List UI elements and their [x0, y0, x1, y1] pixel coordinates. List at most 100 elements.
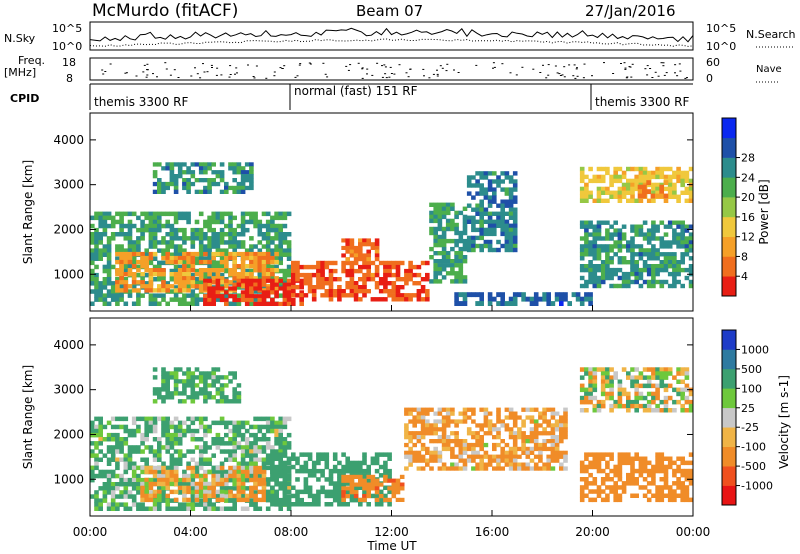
- heatmap-cell: [291, 464, 296, 470]
- heatmap-cell: [127, 232, 133, 237]
- heatmap-cell: [425, 427, 430, 432]
- heatmap-cell: [90, 236, 95, 241]
- heatmap-cell: [538, 296, 543, 302]
- heatmap-cell: [211, 181, 216, 187]
- heatmap-cell: [395, 297, 401, 302]
- heatmap-cell: [157, 227, 162, 233]
- heatmap-cell: [349, 460, 355, 466]
- heatmap-cell: [425, 462, 430, 467]
- heatmap-cell: [286, 256, 292, 261]
- heatmap-cell: [165, 432, 170, 438]
- heatmap-cell: [282, 445, 288, 450]
- heatmap-cell: [182, 227, 187, 233]
- heatmap-cell: [211, 290, 216, 295]
- heatmap-cell: [688, 403, 694, 409]
- heatmap-cell: [621, 481, 627, 486]
- heatmap-cell: [148, 260, 154, 266]
- heatmap-cell: [274, 449, 279, 454]
- heatmap-cell: [500, 219, 505, 224]
- heatmap-cell: [425, 450, 430, 455]
- heatmap-cell: [651, 252, 656, 257]
- heatmap-cell: [462, 446, 468, 452]
- heatmap-cell: [203, 294, 208, 299]
- heatmap-cell: [115, 248, 120, 253]
- heatmap-cell: [148, 251, 154, 257]
- heatmap-cell: [579, 178, 585, 184]
- heatmap-cell: [404, 427, 409, 432]
- heatmap-cell: [127, 461, 133, 466]
- heatmap-cell: [445, 442, 451, 448]
- heatmap-cell: [600, 267, 606, 273]
- heatmap-cell: [617, 267, 623, 273]
- heatmap-cell: [198, 227, 204, 233]
- heatmap-cell: [579, 464, 585, 470]
- heatmap-cell: [261, 259, 267, 265]
- heatmap-cell: [144, 268, 149, 273]
- heatmap-cell: [161, 371, 166, 376]
- heatmap-cell: [638, 170, 644, 176]
- heatmap-cell: [651, 170, 656, 176]
- heatmap-cell: [194, 281, 200, 286]
- heatmap-cell: [152, 227, 158, 233]
- heatmap-cell: [190, 506, 196, 511]
- heatmap-cell: [299, 264, 304, 270]
- heatmap-cell: [659, 193, 664, 199]
- heatmap-cell: [228, 255, 233, 261]
- heatmap-cell: [282, 240, 288, 245]
- heatmap-cell: [119, 251, 124, 257]
- heatmap-cell: [663, 485, 669, 490]
- heatmap-cell: [90, 424, 95, 430]
- heatmap-cell: [186, 264, 191, 270]
- heatmap-cell: [115, 259, 120, 265]
- heatmap-cell: [659, 489, 665, 494]
- heatmap-cell: [584, 464, 589, 470]
- heatmap-cell: [621, 232, 627, 237]
- heatmap-cell: [236, 223, 242, 229]
- heatmap-cell: [182, 181, 187, 187]
- heatmap-cell: [228, 272, 233, 277]
- heatmap-cell: [433, 275, 438, 280]
- heatmap-cell: [617, 174, 623, 180]
- heatmap-cell: [521, 292, 526, 298]
- heatmap-cell: [291, 502, 296, 507]
- freq-mark: [501, 63, 504, 65]
- heatmap-cell: [672, 481, 677, 486]
- heatmap-cell: [182, 477, 187, 483]
- heatmap-cell: [684, 472, 690, 478]
- heatmap-cell: [512, 195, 518, 200]
- heatmap-cell: [161, 223, 166, 229]
- heatmap-cell: [642, 477, 648, 482]
- heatmap-cell: [161, 284, 166, 289]
- heatmap-cell: [471, 446, 476, 452]
- heatmap-cell: [454, 454, 459, 459]
- freq-frame: [89, 57, 694, 81]
- colorbar-tick-label: 28: [741, 152, 755, 165]
- heatmap-cell: [165, 469, 170, 475]
- heatmap-cell: [224, 278, 229, 283]
- heatmap-cell: [592, 283, 598, 289]
- heatmap-cell: [270, 493, 275, 499]
- heatmap-cell: [408, 454, 413, 459]
- heatmap-cell: [667, 178, 673, 184]
- heatmap-cell: [638, 371, 644, 376]
- heatmap-cell: [487, 227, 493, 233]
- heatmap-cell: [378, 289, 384, 294]
- heatmap-cell: [596, 456, 602, 461]
- heatmap-cell: [140, 219, 145, 225]
- heatmap-cell: [261, 244, 267, 249]
- heatmap-cell: [106, 486, 112, 491]
- heatmap-cell: [609, 367, 614, 372]
- heatmap-cell: [152, 277, 158, 282]
- heatmap-cell: [387, 478, 392, 483]
- heatmap-cell: [512, 243, 518, 249]
- heatmap-cell: [144, 497, 149, 503]
- heatmap-cell: [106, 502, 112, 507]
- heatmap-cell: [182, 297, 187, 302]
- heatmap-cell: [655, 279, 660, 285]
- heatmap-cell: [169, 445, 175, 450]
- heatmap-cell: [454, 301, 459, 306]
- heatmap-cell: [203, 232, 208, 237]
- heatmap-cell: [399, 486, 405, 491]
- heatmap-cell: [98, 432, 103, 438]
- heatmap-cell: [630, 367, 635, 372]
